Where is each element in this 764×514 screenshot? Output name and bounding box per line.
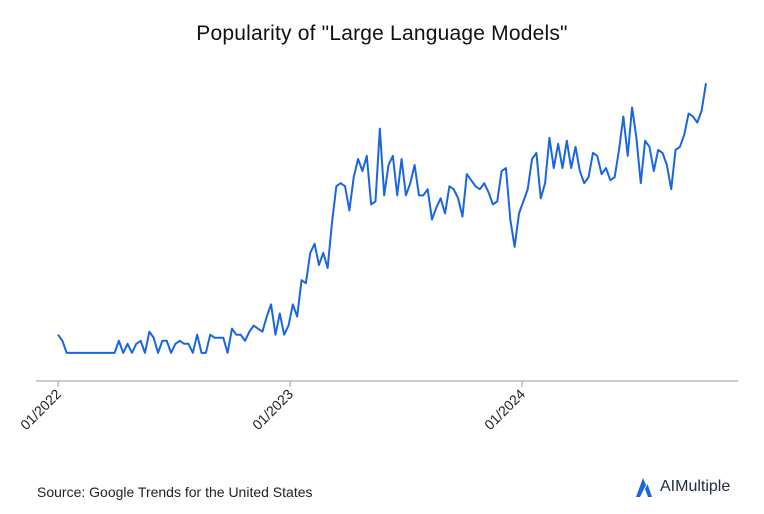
x-tick-label: 01/2024 bbox=[481, 386, 528, 433]
series-layer bbox=[57, 83, 707, 354]
x-tick-label: 01/2023 bbox=[249, 386, 296, 433]
aimultiple-logo-icon bbox=[636, 478, 652, 497]
source-note: Source: Google Trends for the United Sta… bbox=[37, 484, 313, 500]
series-line bbox=[57, 83, 707, 354]
brand-name: AIMultiple bbox=[660, 478, 731, 495]
brand-logo: AIMultiple bbox=[634, 475, 730, 499]
x-tick-label: 01/2022 bbox=[17, 386, 64, 433]
x-ticks: 01/2022 01/2023 01/2024 bbox=[17, 381, 528, 433]
chart-title: Popularity of "Large Language Models" bbox=[196, 22, 568, 45]
